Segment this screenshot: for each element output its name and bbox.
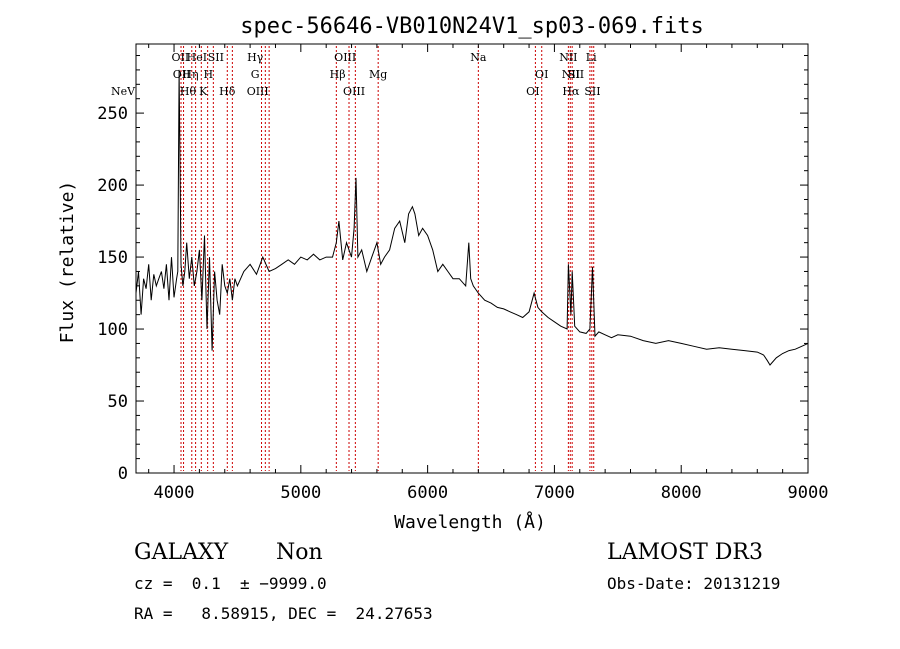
redshift-text: cz = 0.1 ± −9999.0 (134, 574, 327, 593)
y-tick-label: 0 (118, 464, 128, 484)
line-label: G (251, 68, 260, 81)
y-tick-label: 50 (108, 392, 128, 412)
line-label: NII (562, 68, 580, 81)
line-label: H (203, 68, 213, 81)
y-axis-label: Flux (relative) (57, 181, 78, 344)
y-tick-label: 150 (97, 248, 128, 268)
line-label: SII (208, 51, 224, 64)
x-axis-label: Wavelength (Å) (394, 511, 546, 533)
x-tick-label: 8000 (661, 483, 702, 503)
y-axis: 0 50 100 150 200 250 (97, 55, 808, 484)
coordinates-text: RA = 8.58915, DEC = 24.27653 (134, 604, 433, 623)
y-tick-label: 100 (97, 320, 128, 340)
y-tick-label: 250 (97, 104, 128, 124)
line-label: OIII (343, 85, 365, 98)
line-label: Hβ (330, 68, 346, 81)
line-label: Hδ (219, 85, 236, 98)
line-label: Mg (369, 68, 387, 81)
obs-date-text: Obs-Date: 20131219 (607, 574, 781, 593)
line-label: Hη (182, 68, 198, 81)
line-label: NeV (111, 85, 136, 98)
emission-line-labels: NeV OII OII Hθ Hη HeI KH SII Hδ Hγ G OIII Hβ OIII OIII… (111, 51, 601, 98)
x-tick-label: 6000 (407, 483, 448, 503)
survey-name: LAMOST DR3 (607, 540, 763, 565)
x-tick-label: 7000 (534, 483, 575, 503)
x-tick-label: 5000 (280, 483, 321, 503)
line-label: K (199, 85, 208, 98)
line-label: OII (172, 51, 190, 64)
line-label: NII (559, 51, 577, 64)
x-tick-label: 9000 (788, 483, 829, 503)
line-label: Hγ (247, 51, 264, 64)
x-tick-label: 4000 (154, 483, 195, 503)
x-axis: 4000 5000 6000 7000 8000 9000 (148, 44, 829, 503)
object-class: GALAXY (134, 540, 229, 565)
spectrum-line (135, 69, 809, 366)
line-label: Hα (562, 85, 580, 98)
line-label: OIII (334, 51, 356, 64)
line-label: OII (173, 68, 191, 81)
line-label: SII (568, 68, 584, 81)
plot-frame (135, 43, 809, 474)
line-label: HeI (187, 51, 207, 64)
line-label: OI (526, 85, 539, 98)
line-label: Li (586, 51, 597, 64)
emission-line-markers (180, 46, 595, 471)
line-label: OI (535, 68, 548, 81)
chart-title: spec-56646-VB010N24V1_sp03-069.fits (240, 14, 704, 39)
line-label: SII (584, 85, 600, 98)
object-subclass: Non (276, 540, 323, 565)
line-label: Hθ (180, 85, 197, 98)
y-tick-label: 200 (97, 176, 128, 196)
line-label: OIII (247, 85, 269, 98)
line-label: Na (470, 51, 487, 64)
